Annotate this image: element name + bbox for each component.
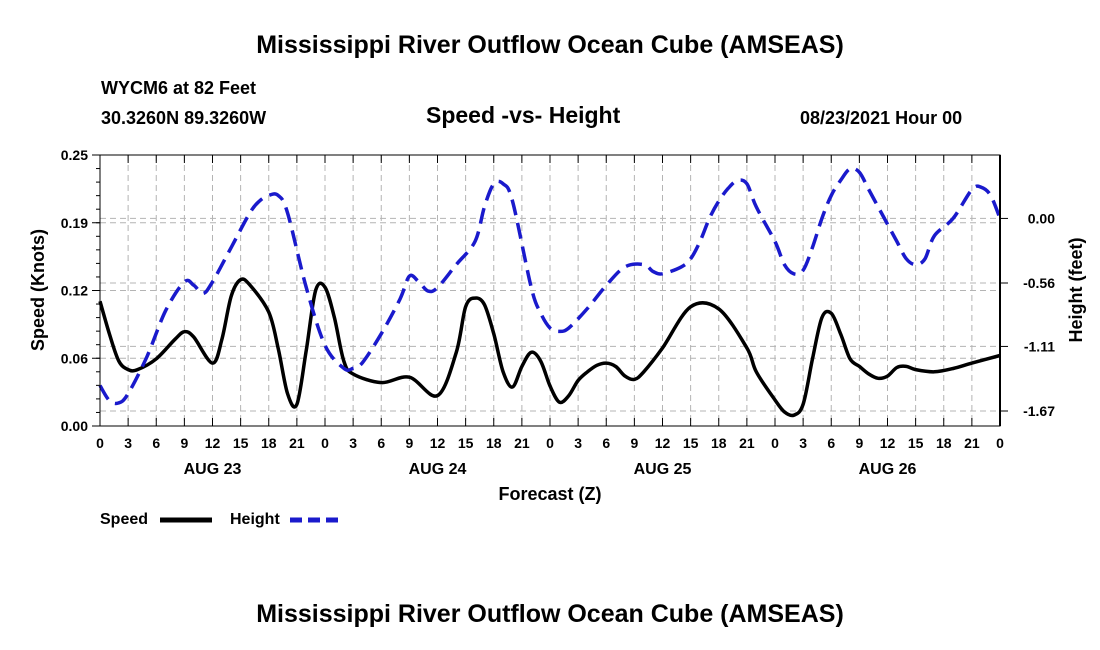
x-tick-label: 6 bbox=[377, 435, 385, 451]
x-tick-label: 3 bbox=[349, 435, 357, 451]
day-label: AUG 26 bbox=[859, 461, 917, 478]
x-tick-label: 15 bbox=[458, 435, 474, 451]
x-tick-label: 3 bbox=[574, 435, 582, 451]
forecast-date: 08/23/2021 Hour 00 bbox=[800, 108, 963, 128]
day-label: AUG 24 bbox=[409, 461, 467, 478]
x-tick-label: 6 bbox=[602, 435, 610, 451]
x-tick-label: 9 bbox=[855, 435, 863, 451]
x-tick-label: 9 bbox=[630, 435, 638, 451]
station-label: WYCM6 at 82 Feet bbox=[101, 78, 257, 98]
x-tick-label: 0 bbox=[96, 435, 104, 451]
y-left-tick-label: 0.19 bbox=[61, 215, 88, 231]
x-tick-label: 21 bbox=[739, 435, 755, 451]
x-tick-label: 21 bbox=[289, 435, 305, 451]
x-tick-label: 0 bbox=[321, 435, 329, 451]
y-left-tick-label: 0.12 bbox=[61, 283, 88, 299]
chart-subtitle: Speed -vs- Height bbox=[426, 102, 621, 128]
x-axis-title: Forecast (Z) bbox=[498, 484, 601, 504]
series-layer bbox=[98, 166, 1002, 418]
x-tick-label: 18 bbox=[936, 435, 952, 451]
x-tick-label: 12 bbox=[205, 435, 221, 451]
x-tick-label: 15 bbox=[683, 435, 699, 451]
height-series-line bbox=[98, 166, 1002, 406]
x-tick-label: 12 bbox=[655, 435, 671, 451]
chart-title: Mississippi River Outflow Ocean Cube (AM… bbox=[256, 31, 844, 59]
day-label: AUG 23 bbox=[184, 461, 242, 478]
x-tick-label: 12 bbox=[880, 435, 896, 451]
x-tick-label: 18 bbox=[711, 435, 727, 451]
x-tick-label: 0 bbox=[996, 435, 1004, 451]
y-right-tick-label: -0.56 bbox=[1023, 275, 1055, 291]
x-tick-label: 18 bbox=[261, 435, 277, 451]
x-tick-label: 9 bbox=[405, 435, 413, 451]
y-axis-left-title: Speed (Knots) bbox=[28, 229, 48, 351]
y-right-tick-label: -1.11 bbox=[1024, 338, 1055, 354]
station-coordinates: 30.3260N 89.3260W bbox=[101, 108, 267, 128]
x-tick-label: 0 bbox=[546, 435, 554, 451]
legend: Speed Height bbox=[100, 511, 342, 528]
x-tick-label: 3 bbox=[799, 435, 807, 451]
x-tick-label: 18 bbox=[486, 435, 502, 451]
speed-series-line bbox=[98, 277, 1001, 418]
x-tick-label: 6 bbox=[152, 435, 160, 451]
y-left-tick-label: 0.25 bbox=[61, 147, 88, 163]
x-tick-label: 12 bbox=[430, 435, 446, 451]
x-tick-label: 15 bbox=[908, 435, 924, 451]
y-left-tick-label: 0.00 bbox=[61, 418, 88, 434]
axes: 0 3 6 9 12 15 18 21 0 3 6 9 12 15 18 21 0 3 6 9 12 15 18 21 0 3 6 9… bbox=[61, 147, 1055, 478]
day-label: AUG 25 bbox=[634, 461, 692, 478]
y-axis-right-title: Height (feet) bbox=[1066, 238, 1086, 343]
grid-lines bbox=[100, 155, 1000, 426]
x-tick-label: 3 bbox=[124, 435, 132, 451]
y-right-tick-label: -1.67 bbox=[1023, 403, 1055, 419]
y-right-tick-label: 0.00 bbox=[1028, 210, 1055, 226]
x-tick-label: 21 bbox=[514, 435, 530, 451]
speed-height-chart: 0 3 6 9 12 15 18 21 0 3 6 9 12 15 18 21 0 3 6 9 12 15 18 21 0 3 6 9… bbox=[28, 147, 1086, 528]
x-tick-label: 15 bbox=[233, 435, 249, 451]
x-tick-label: 21 bbox=[964, 435, 980, 451]
x-tick-label: 6 bbox=[827, 435, 835, 451]
legend-height-label: Height bbox=[230, 511, 280, 528]
y-left-tick-label: 0.06 bbox=[61, 350, 88, 366]
footer-title: Mississippi River Outflow Ocean Cube (AM… bbox=[256, 600, 844, 628]
legend-speed-label: Speed bbox=[100, 511, 148, 528]
x-tick-label: 0 bbox=[771, 435, 779, 451]
x-tick-label: 9 bbox=[180, 435, 188, 451]
